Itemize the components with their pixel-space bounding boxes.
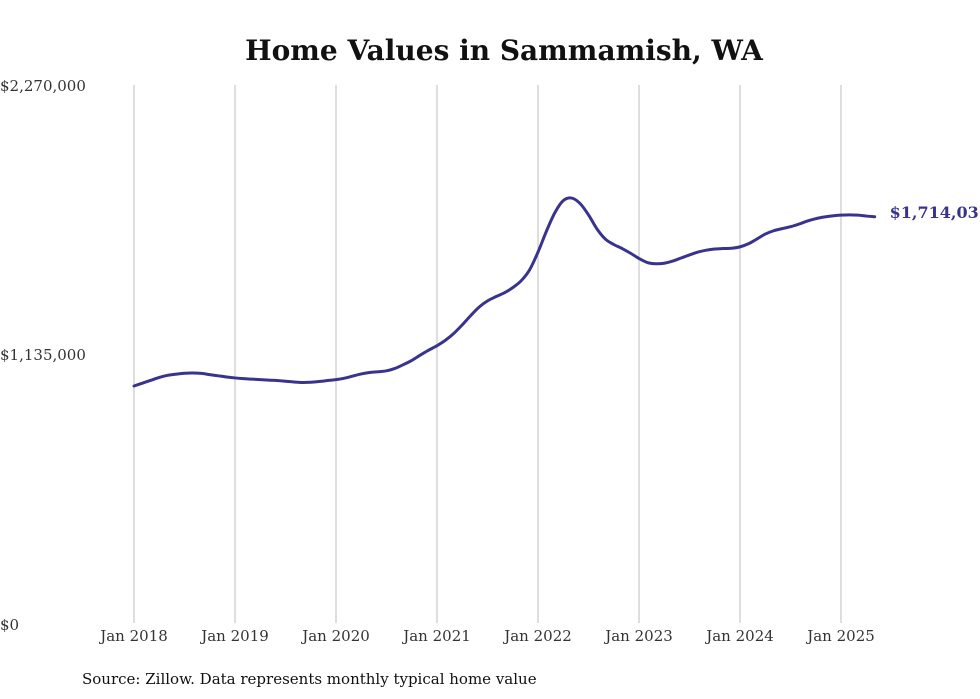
y-tick-label: $0 bbox=[0, 616, 19, 634]
x-axis-ticks: Jan 2018 Jan 2019 Jan 2020 Jan 2021 Jan 2022… bbox=[98, 627, 875, 645]
chart-title: Home Values in Sammamish, WA bbox=[245, 34, 764, 67]
x-tick-label: Jan 2020 bbox=[300, 627, 370, 645]
x-tick-label: Jan 2021 bbox=[401, 627, 471, 645]
x-tick-label: Jan 2018 bbox=[98, 627, 168, 645]
source-note: Source: Zillow. Data represents monthly … bbox=[82, 670, 537, 688]
x-tick-label: Jan 2025 bbox=[805, 627, 875, 645]
x-tick-label: Jan 2024 bbox=[704, 627, 774, 645]
y-tick-label: $2,270,000 bbox=[0, 77, 86, 95]
x-tick-label: Jan 2022 bbox=[502, 627, 572, 645]
end-value-label: $1,714,037 bbox=[890, 203, 980, 222]
y-tick-label: $1,135,000 bbox=[0, 346, 86, 364]
x-tick-label: Jan 2023 bbox=[603, 627, 673, 645]
series-line bbox=[132, 196, 877, 388]
gridlines bbox=[133, 85, 842, 623]
x-tick-label: Jan 2019 bbox=[199, 627, 269, 645]
y-axis-ticks: $2,270,000 $1,135,000 $0 bbox=[0, 77, 86, 634]
series-layer: $1,714,037 bbox=[132, 196, 980, 388]
